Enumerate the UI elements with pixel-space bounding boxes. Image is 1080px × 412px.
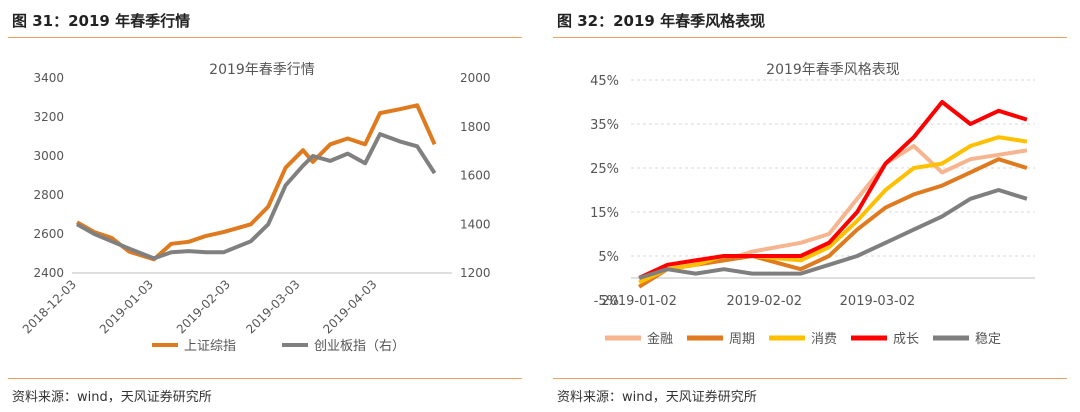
chart1-x-tick: 2019-02-03 (174, 277, 233, 336)
chart2-series-line (638, 135, 1028, 285)
chart2-y-tick: 45% (590, 74, 619, 89)
chart2-title: 2019年春季风格表现 (766, 62, 900, 78)
chart2-x-tick: 2019-01-02 (601, 294, 677, 309)
left-figure-title: 图 31：2019 年春季行情 (12, 12, 191, 30)
chart1-y-right-tick: 1400 (460, 217, 491, 231)
left-bottom-divider (8, 378, 522, 379)
chart1-y-left-tick: 2400 (33, 266, 64, 280)
chart1-y-right-tick: 2000 (460, 71, 491, 85)
chart1-x-tick: 2018-12-03 (20, 277, 79, 336)
chart2-series-line (638, 100, 1028, 280)
chart1-y-right-tick: 1800 (460, 120, 491, 134)
chart1-y-left-tick: 2800 (33, 188, 64, 202)
left-figure-panel: 图 31：2019 年春季行情 2019年春季行情 2400 2600 2800 300… (0, 0, 530, 412)
spring-market-chart: 2019年春季行情 2400 2600 2800 3000 3200 3400 1200 140… (20, 62, 491, 354)
chart2-legend-label: 周期 (729, 332, 755, 347)
right-figure-panel: 图 32：2019 年春季风格表现 2019年春季风格表现 -5% 5% 15% 25%… (545, 0, 1075, 412)
chart2-x-tick: 2019-03-02 (840, 294, 916, 309)
chart2-y-tick: 15% (590, 206, 619, 221)
chart1-x-tick: 2019-04-03 (320, 277, 379, 336)
chart2-y-tick: 25% (590, 162, 619, 177)
chart2-y-tick: -5% (594, 294, 619, 309)
chart1-y-left-tick: 3200 (33, 110, 64, 124)
right-bottom-divider (553, 378, 1067, 379)
chart1-series-line (76, 103, 437, 262)
right-top-divider (553, 37, 1067, 38)
right-figure-title: 图 32：2019 年春季风格表现 (557, 12, 766, 30)
left-source-note: 资料来源：wind，天风证券研究所 (12, 390, 212, 405)
chart2-legend-label: 成长 (893, 332, 919, 347)
chart1-y-left-tick: 2600 (33, 227, 64, 241)
chart1-y-left-tick: 3000 (33, 149, 64, 163)
chart1-series-line (76, 132, 437, 261)
left-top-divider (8, 37, 522, 38)
spring-style-chart: 2019年春季风格表现 -5% 5% 15% 25% 35% 45% 2019-01-02 20… (590, 62, 1035, 347)
chart2-legend-label: 稳定 (975, 331, 1001, 347)
chart1-title: 2019年春季行情 (209, 62, 315, 78)
chart2-series-line (638, 188, 1028, 280)
chart1-x-tick: 2019-01-03 (97, 277, 156, 336)
right-source-note: 资料来源：wind，天风证券研究所 (557, 390, 757, 405)
chart1-legend-label: 上证综指 (184, 339, 236, 354)
chart1-y-right-tick: 1600 (460, 169, 491, 183)
chart2-y-tick: 5% (598, 250, 619, 265)
chart1-legend-label: 创业板指（右） (314, 339, 405, 354)
chart2-y-tick: 35% (590, 118, 619, 133)
chart2-legend-label: 消费 (811, 332, 837, 347)
chart1-y-right-tick: 1200 (460, 266, 491, 280)
chart2-x-tick: 2019-02-02 (727, 294, 803, 309)
chart1-y-left-tick: 3400 (33, 71, 64, 85)
chart1-x-tick: 2019-03-03 (243, 277, 302, 336)
chart2-series-line (638, 157, 1028, 289)
chart2-legend-label: 金融 (647, 331, 673, 347)
